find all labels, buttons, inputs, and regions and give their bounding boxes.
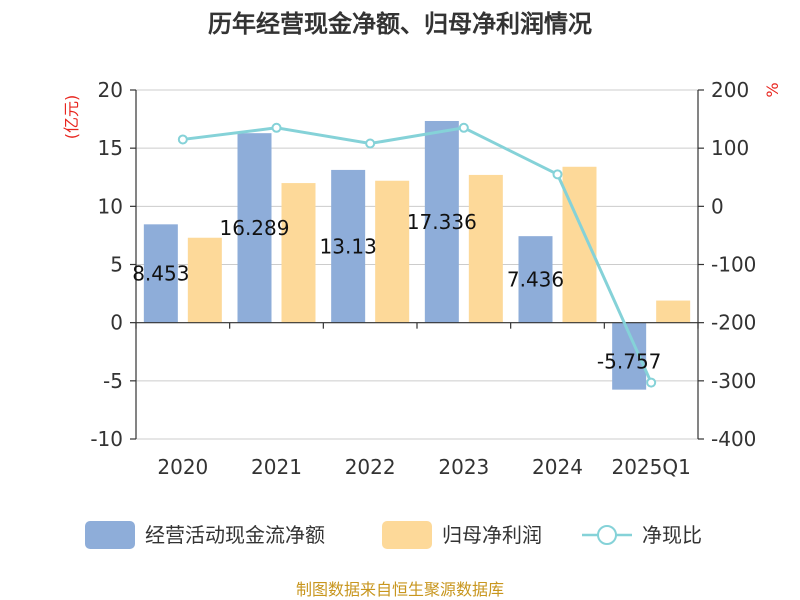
cashflow-bar [143,224,178,323]
cashflow-bar [518,236,553,323]
left-tick-label: 15 [98,136,123,160]
source-note: 制图数据来自恒生聚源数据库 [296,580,504,599]
net-profit-bar [187,237,222,323]
category-label: 2024 [532,455,583,479]
category-label: 2023 [438,455,489,479]
data-labels: 8.453 16.289 13.13 17.336 7.436 -5.757 [132,210,661,374]
ratio-point [458,122,469,133]
ratio-point [177,134,188,145]
left-tick-label: -10 [90,427,123,451]
right-tick-label: 100 [711,136,749,160]
legend-swatch-cashflow [85,521,135,549]
left-tick-label: 10 [98,194,123,218]
cashflow-data-label: 16.289 [220,216,290,240]
net-profit-bar [281,183,316,323]
ratio-point [552,169,563,180]
category-label: 2022 [345,455,396,479]
chart-title: 历年经营现金净额、归母净利润情况 [208,10,592,38]
net-profit-bar [468,174,503,323]
right-tick-label: -400 [711,427,756,451]
right-tick-label: -100 [711,253,756,277]
category-label: 2025Q1 [611,455,690,479]
cashflow-bar [237,133,272,323]
right-tick-label: 200 [711,78,749,102]
cashflow-bar [331,169,366,323]
left-tick-label: -5 [103,369,123,393]
net-profit-bar [562,166,597,323]
cashflow-data-label: 17.336 [407,210,477,234]
cashflow-data-label: 7.436 [507,267,564,291]
left-axis-unit: (亿元) [62,95,81,140]
legend-label-cashflow: 经营活动现金流净额 [145,523,325,547]
net-profit-bar [375,180,410,323]
ratio-line-path [182,126,653,384]
category-label: 2021 [251,455,302,479]
bars [143,120,691,390]
legend-label-ratio: 净现比 [642,523,702,547]
axes: 20 15 10 5 0 -5 -10 200 100 0 -100 -200 -300 -400 2020… [90,78,756,479]
right-axis-unit: % [763,82,782,97]
right-tick-label: -200 [711,311,756,335]
left-tick-label: 0 [110,311,123,335]
ratio-point [365,138,376,149]
cashflow-bar [424,120,459,323]
cashflow-data-label: 13.13 [320,234,377,258]
ratio-line [177,122,657,388]
ratio-point [646,377,657,388]
right-tick-label: -300 [711,369,756,393]
left-tick-label: 5 [110,253,123,277]
legend: 经营活动现金流净额 归母净利润 净现比 [85,521,702,549]
legend-label-net-profit: 归母净利润 [442,523,542,547]
category-label: 2020 [157,455,208,479]
left-tick-label: 20 [98,78,123,102]
cashflow-data-label: -5.757 [597,350,661,374]
legend-marker-ratio [597,525,617,545]
legend-swatch-net-profit [382,521,432,549]
ratio-point [271,122,282,133]
right-tick-label: 0 [711,194,724,218]
cashflow-data-label: 8.453 [132,261,189,285]
net-profit-bar [656,300,691,323]
